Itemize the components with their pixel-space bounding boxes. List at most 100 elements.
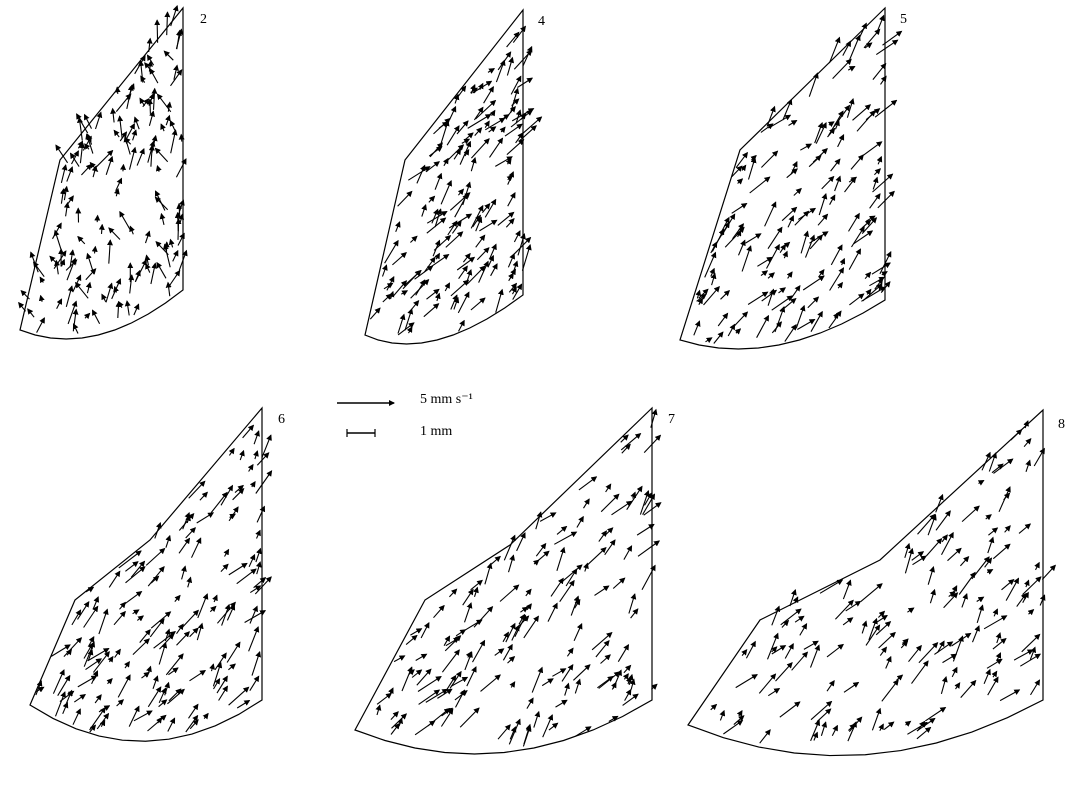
velocity-arrow — [63, 703, 68, 714]
velocity-arrow — [86, 269, 96, 280]
velocity-arrow — [519, 616, 529, 626]
velocity-arrow — [137, 149, 144, 166]
velocity-arrow — [791, 162, 797, 175]
velocity-arrow — [492, 111, 495, 116]
velocity-arrow — [147, 667, 151, 677]
velocity-arrow — [712, 274, 715, 286]
legend-velocity: 5 mm s⁻¹ — [420, 392, 473, 407]
velocity-arrow — [370, 308, 380, 319]
velocity-arrow — [419, 690, 440, 704]
velocity-arrow — [811, 645, 820, 667]
velocity-arrow — [171, 130, 176, 153]
velocity-arrow — [471, 158, 475, 171]
velocity-arrow — [984, 670, 990, 684]
velocity-arrow — [490, 138, 503, 157]
velocity-arrow — [843, 580, 850, 599]
velocity-arrow — [177, 624, 184, 633]
velocity-arrow — [455, 691, 467, 700]
velocity-arrow — [189, 704, 198, 718]
velocity-arrow — [1014, 650, 1033, 660]
velocity-arrow — [536, 544, 545, 557]
velocity-arrow — [186, 528, 196, 538]
velocity-arrow — [102, 225, 103, 234]
velocity-arrow — [742, 246, 751, 271]
velocity-arrow — [769, 115, 791, 128]
velocity-arrow — [249, 555, 255, 567]
velocity-arrow — [230, 514, 236, 517]
velocity-arrow — [135, 56, 145, 74]
velocity-arrow — [136, 260, 147, 281]
velocity-arrow — [409, 327, 412, 333]
velocity-arrow — [621, 434, 640, 450]
velocity-arrow — [240, 451, 243, 460]
velocity-arrow — [820, 580, 842, 593]
velocity-arrow — [427, 289, 439, 299]
velocity-arrow — [515, 616, 526, 637]
velocity-arrow — [865, 273, 870, 279]
velocity-arrow — [988, 677, 998, 695]
velocity-arrow — [471, 139, 489, 158]
velocity-arrow — [618, 645, 628, 662]
velocity-arrow — [813, 149, 827, 163]
velocity-arrow — [237, 569, 256, 584]
velocity-arrow — [986, 515, 991, 519]
velocity-arrow — [114, 612, 125, 625]
velocity-arrow — [102, 294, 106, 301]
velocity-arrow — [149, 39, 151, 52]
velocity-arrow — [520, 607, 527, 612]
velocity-arrow — [733, 312, 747, 327]
velocity-arrow — [819, 194, 826, 215]
velocity-arrow — [412, 670, 421, 678]
velocity-arrow — [830, 195, 835, 205]
velocity-arrow — [631, 609, 638, 618]
velocity-arrow — [987, 570, 992, 573]
velocity-arrow — [90, 708, 106, 730]
velocity-arrow — [571, 596, 578, 615]
velocity-arrow — [188, 578, 191, 588]
velocity-arrow — [514, 231, 520, 242]
velocity-arrow — [507, 140, 524, 155]
velocity-arrow — [972, 557, 989, 579]
velocity-arrow — [953, 636, 962, 661]
velocity-arrow — [1005, 526, 1011, 532]
velocity-arrow — [1036, 563, 1040, 570]
velocity-arrow — [120, 116, 123, 138]
velocity-arrow — [449, 214, 471, 228]
velocity-arrow — [739, 711, 742, 716]
velocity-arrow — [850, 35, 860, 59]
velocity-arrow — [125, 562, 137, 572]
velocity-arrow — [803, 276, 824, 290]
velocity-arrow — [721, 291, 730, 300]
velocity-arrow — [177, 632, 190, 646]
velocity-arrow — [465, 603, 472, 622]
velocity-arrow — [750, 177, 770, 193]
velocity-arrow — [913, 556, 927, 565]
velocity-arrow — [156, 191, 165, 210]
velocity-arrow — [798, 208, 815, 219]
velocity-arrow — [1026, 461, 1030, 472]
velocity-arrow — [508, 172, 514, 185]
velocity-arrow — [577, 517, 583, 528]
velocity-arrow — [412, 301, 419, 309]
velocity-arrow — [257, 562, 261, 574]
velocity-arrow — [158, 718, 162, 723]
velocity-arrow — [625, 690, 631, 701]
velocity-arrow — [732, 204, 747, 214]
velocity-arrow — [120, 212, 131, 231]
velocity-arrow — [845, 178, 856, 193]
velocity-arrow — [772, 296, 793, 310]
velocity-arrow — [817, 709, 831, 722]
velocity-arrow — [500, 585, 519, 601]
velocity-arrow — [511, 76, 521, 94]
velocity-arrow — [151, 263, 155, 284]
velocity-arrow — [498, 212, 514, 225]
velocity-arrow — [391, 292, 394, 299]
velocity-arrow — [842, 259, 845, 265]
velocity-arrow — [704, 287, 720, 305]
velocity-arrow — [1026, 580, 1029, 587]
velocity-arrow — [711, 705, 717, 710]
velocity-arrow — [787, 169, 798, 178]
velocity-arrow — [912, 661, 929, 684]
velocity-arrow — [942, 533, 954, 555]
